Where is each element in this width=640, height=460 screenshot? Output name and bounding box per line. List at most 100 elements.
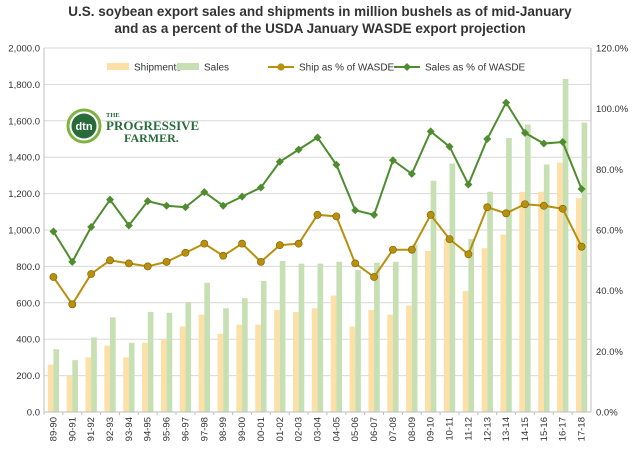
sales-bar bbox=[53, 349, 60, 412]
sales-bar bbox=[110, 317, 116, 412]
shipments-bar bbox=[557, 162, 563, 412]
sales-as-of-wasde-point bbox=[143, 197, 152, 206]
logo-line-2: PROGRESSIVE bbox=[106, 118, 199, 133]
sales-as-of-wasde-point bbox=[238, 192, 247, 201]
shipments-bar bbox=[236, 324, 243, 412]
x-axis-tick-label: 03-04 bbox=[313, 417, 324, 441]
ship-as-of-wasde-point bbox=[521, 200, 529, 209]
line-series bbox=[49, 98, 586, 309]
sales-as-of-wasde-point bbox=[558, 138, 567, 147]
sales-bar bbox=[147, 311, 154, 412]
chart-title: U.S. soybean export sales and shipments … bbox=[0, 3, 640, 37]
sales-as-of-wasde-point bbox=[219, 201, 228, 210]
ship-as-of-wasde-point bbox=[238, 239, 246, 248]
shipments-bar bbox=[443, 239, 450, 412]
left-axis-tick-label: 1,400.0 bbox=[8, 153, 40, 164]
ship-as-of-wasde-point bbox=[143, 262, 152, 271]
x-axis-tick-label: 13-14 bbox=[501, 417, 512, 441]
sales-as-of-wasde-point bbox=[200, 188, 209, 197]
shipments-bar bbox=[575, 198, 582, 412]
x-axis-tick-label: 89-90 bbox=[48, 417, 59, 441]
sales-bar bbox=[506, 138, 512, 412]
shipments-bar bbox=[217, 333, 224, 412]
ship-as-of-wasde-point bbox=[577, 242, 586, 251]
sales-bar bbox=[223, 308, 229, 412]
shipments-bar bbox=[292, 311, 299, 412]
shipments-bar bbox=[519, 191, 525, 412]
sales-as-of-wasde-point bbox=[520, 128, 529, 137]
legend-marker-sales-as-of-wasde bbox=[403, 63, 411, 71]
sales-as-of-wasde-point bbox=[464, 180, 473, 189]
shipments-bar bbox=[47, 364, 54, 412]
sales-bar bbox=[449, 163, 456, 412]
sales-as-of-wasde-point bbox=[256, 183, 265, 192]
right-axis-tick-label: 40.0% bbox=[596, 286, 623, 297]
ship-as-of-wasde-point bbox=[502, 209, 511, 218]
shipments-bar bbox=[198, 314, 205, 412]
ship-as-of-wasde-point bbox=[483, 203, 492, 212]
sales-as-of-wasde-point bbox=[332, 160, 341, 169]
ship-as-of-wasde-point bbox=[389, 245, 397, 254]
sales-as-of-wasde-point bbox=[502, 98, 511, 107]
x-axis-tick-label: 98-99 bbox=[218, 417, 229, 441]
sales-bar bbox=[468, 239, 475, 412]
left-axis-tick-label: 800.0 bbox=[16, 262, 40, 273]
logo-line-1: THE bbox=[106, 112, 120, 119]
ship-as-of-wasde-point bbox=[558, 204, 567, 213]
shipments-bar bbox=[274, 310, 280, 412]
x-axis-tick-label: 06-07 bbox=[369, 417, 380, 441]
shipments-bar bbox=[85, 357, 92, 412]
sales-bar bbox=[204, 282, 210, 412]
legend-marker-ship-as-of-wasde bbox=[277, 63, 285, 71]
legend-label-sales: Sales bbox=[204, 63, 229, 74]
ship-as-of-wasde-point bbox=[539, 201, 548, 210]
bar-series bbox=[47, 78, 588, 413]
shipments-bar bbox=[66, 375, 73, 412]
shipments-bar bbox=[255, 324, 261, 412]
sales-as-of-wasde-point bbox=[124, 221, 133, 230]
right-axis-tick-label: 120.0% bbox=[596, 44, 629, 55]
left-axis-tick-label: 1,600.0 bbox=[8, 116, 40, 127]
ship-as-of-wasde-point bbox=[68, 300, 77, 309]
legend-label-shipments: Shipments bbox=[134, 63, 181, 74]
sales-bar bbox=[562, 78, 569, 412]
x-axis-tick-label: 92-93 bbox=[105, 417, 116, 441]
ship-as-of-wasde-point bbox=[219, 251, 228, 260]
ship-as-of-wasde-point bbox=[426, 210, 435, 219]
right-axis-tick-label: 100.0% bbox=[596, 104, 629, 115]
shipments-bar bbox=[349, 326, 356, 412]
x-axis-tick-label: 14-15 bbox=[520, 417, 531, 441]
logo-disc-icon bbox=[71, 113, 97, 139]
x-axis-tick-label: 04-05 bbox=[331, 417, 342, 441]
shipments-bar bbox=[406, 305, 412, 412]
shipments-bar bbox=[462, 290, 469, 412]
shipments-bar bbox=[311, 308, 318, 412]
right-axis-tick-label: 80.0% bbox=[596, 165, 623, 176]
chart-title-line-1: U.S. soybean export sales and shipments … bbox=[68, 4, 572, 19]
shipments-bar bbox=[425, 250, 431, 412]
right-axis-tick-label: 0.0% bbox=[596, 408, 618, 419]
left-axis-tick-label: 600.0 bbox=[16, 298, 40, 309]
x-axis-tick-label: 15-16 bbox=[539, 417, 550, 441]
sales-as-of-wasde-point bbox=[426, 127, 435, 136]
x-axis-tick-label: 17-18 bbox=[577, 417, 588, 441]
sales-bar bbox=[392, 261, 399, 412]
sales-bar bbox=[72, 360, 78, 412]
x-axis-tick-label: 09-10 bbox=[426, 417, 437, 441]
shipments-bar bbox=[104, 345, 111, 412]
ship-as-of-wasde-point bbox=[445, 235, 454, 243]
sales-as-of-wasde-point bbox=[388, 156, 397, 165]
sales-as-of-wasde-point bbox=[370, 210, 379, 219]
ship-as-of-wasde-point bbox=[275, 241, 284, 250]
sales-as-of-wasde-point bbox=[313, 133, 322, 142]
shipments-bar bbox=[387, 314, 393, 412]
x-axis-tick-label: 91-92 bbox=[86, 417, 97, 441]
logo-line-3: FARMER. bbox=[124, 131, 179, 145]
sales-as-of-wasde-point bbox=[49, 227, 58, 236]
legend-label-ship-as-of-wasde: Ship as % of WASDE bbox=[299, 63, 395, 74]
sales-bar bbox=[91, 337, 97, 412]
ship-as-of-wasde-point bbox=[332, 212, 341, 221]
x-axis-tick-label: 02-03 bbox=[294, 417, 305, 441]
left-axis-tick-label: 200.0 bbox=[16, 371, 40, 382]
